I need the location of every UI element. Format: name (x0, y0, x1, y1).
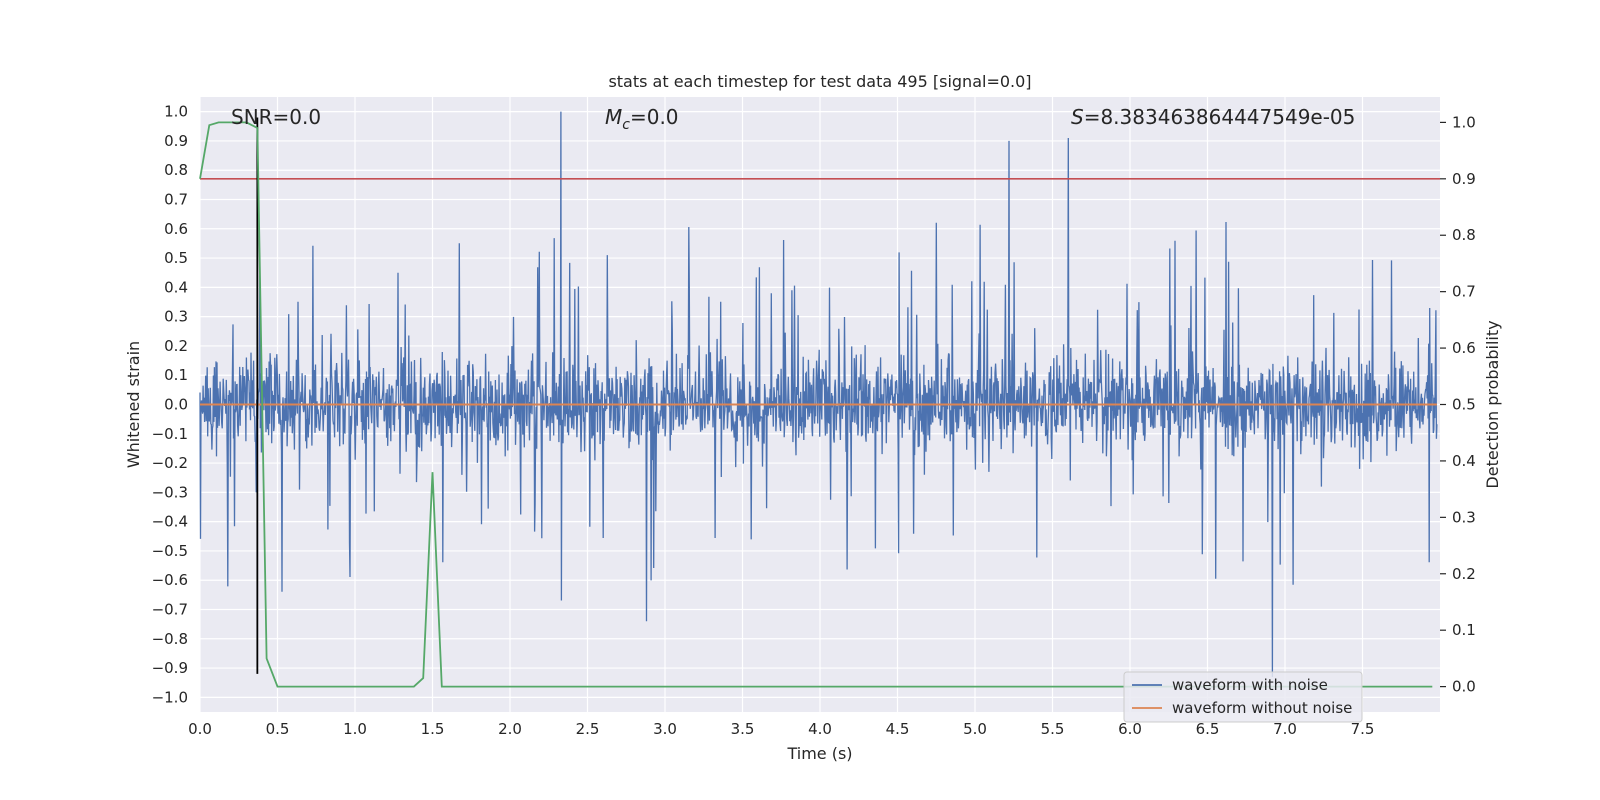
y-left-tick-label: 0.4 (164, 278, 188, 296)
y-left-tick-label: −0.7 (152, 601, 188, 619)
x-tick-label: 2.0 (498, 720, 522, 738)
y-left-tick-label: −0.3 (152, 483, 188, 501)
overlay-lines (199, 117, 1440, 688)
detection-probability-line (199, 121, 1433, 688)
legend-box (1123, 671, 1363, 723)
x-tick-label: 3.0 (653, 720, 677, 738)
x-tick-label: 1.0 (343, 720, 367, 738)
y-right-tick-label: 0.9 (1452, 170, 1476, 188)
s-symbol: S (1071, 105, 1084, 129)
y-left-tick-label: −1.0 (152, 688, 188, 706)
y-left-tick-label: 0.8 (164, 161, 188, 179)
mc-subscript: c (622, 117, 630, 133)
x-tick-label: 5.5 (1041, 720, 1065, 738)
waveform-with-noise-line (199, 111, 1438, 677)
x-tick-label: 7.0 (1273, 720, 1297, 738)
legend-label-noise: waveform with noise (1172, 676, 1328, 694)
y-right-tick-label: 1.0 (1452, 113, 1476, 131)
y-right-tick-label: 0.4 (1452, 452, 1476, 470)
x-tick-label: 4.0 (808, 720, 832, 738)
x-tick-label: 6.5 (1196, 720, 1220, 738)
x-tick-label: 6.0 (1118, 720, 1142, 738)
y-left-tick-label: 0.6 (164, 220, 188, 238)
y-right-tick-label: 0.2 (1452, 565, 1476, 583)
s-value: =8.383463864447549e-05 (1084, 105, 1356, 129)
legend: waveform with noise waveform without noi… (1123, 671, 1363, 723)
y-right-tick-label: 0.1 (1452, 621, 1476, 639)
y-left-tick-label: −0.8 (152, 630, 188, 648)
y-left-tick-label: −0.1 (152, 425, 188, 443)
y-left-tick-label: −0.9 (152, 659, 188, 677)
x-tick-label: 4.5 (886, 720, 910, 738)
y-axis-right-label: Detection probability (1483, 320, 1502, 488)
y-right-tick-label: 0.8 (1452, 226, 1476, 244)
y-left-tick-label: −0.4 (152, 513, 188, 531)
y-left-tick-label: 1.0 (164, 103, 188, 121)
y-right-tick-label: 0.6 (1452, 339, 1476, 357)
y-left-tick-label: −0.6 (152, 571, 188, 589)
y-left-tick-label: 0.9 (164, 132, 188, 150)
x-tick-label: 0.0 (188, 720, 212, 738)
x-tick-label: 5.0 (963, 720, 987, 738)
x-tick-label: 2.5 (576, 720, 600, 738)
x-axis-label: Time (s) (786, 744, 852, 763)
y-right-tick-label: 0.5 (1452, 396, 1476, 414)
y-left-tick-label: −0.2 (152, 454, 188, 472)
series-waveform-with-noise (199, 111, 1438, 677)
y-left-tick-label: 0.5 (164, 249, 188, 267)
mc-symbol: M (605, 105, 622, 129)
x-tick-label: 3.5 (731, 720, 755, 738)
legend-label-clean: waveform without noise (1172, 699, 1352, 717)
mc-value: =0.0 (630, 105, 679, 129)
x-tick-label: 7.5 (1351, 720, 1375, 738)
x-tick-label: 1.5 (421, 720, 445, 738)
y-left-tick-label: 0.0 (164, 396, 188, 414)
y-left-tick-label: 0.2 (164, 337, 188, 355)
chart-title: stats at each timestep for test data 495… (608, 72, 1031, 91)
y-right-tick-label: 0.3 (1452, 508, 1476, 526)
y-right-tick-label: 0.7 (1452, 283, 1476, 301)
ticks: 0.0 0.5 1.0 1.5 2.0 2.5 3.0 3.5 4.0 4.5 5.0 5.5 6.0 6… (152, 103, 1476, 738)
y-axis-left-label: Whitened strain (124, 341, 143, 468)
y-right-tick-label: 0.0 (1452, 678, 1476, 696)
y-left-tick-label: −0.5 (152, 542, 188, 560)
x-tick-label: 0.5 (266, 720, 290, 738)
y-left-tick-label: 0.1 (164, 366, 188, 384)
annotation-chirp-mass: Mc=0.0 (605, 105, 679, 133)
y-left-tick-label: 0.7 (164, 191, 188, 209)
y-left-tick-label: 0.3 (164, 308, 188, 326)
annotation-snr: SNR=0.0 (231, 105, 321, 129)
annotation-statistic: S=8.383463864447549e-05 (1071, 105, 1355, 129)
